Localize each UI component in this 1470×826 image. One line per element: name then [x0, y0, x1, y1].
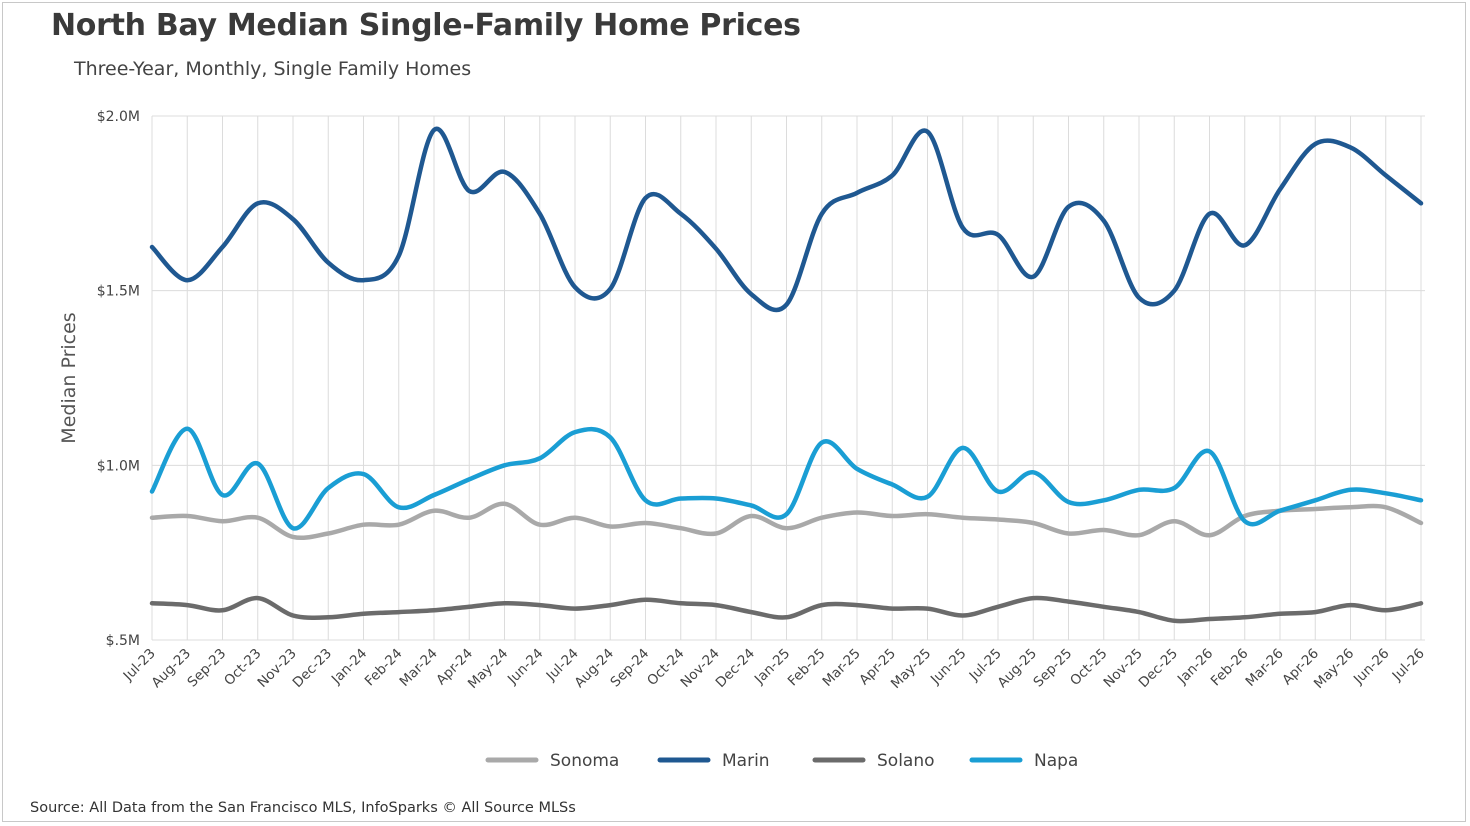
series-line-marin: [149, 126, 1424, 313]
legend: Sonoma Marin Solano Napa: [485, 751, 1078, 771]
legend-label-marin: Marin: [722, 751, 770, 771]
x-tick-label: Jun-24: [504, 646, 547, 689]
source-note: Source: All Data from the San Francisco …: [30, 800, 576, 816]
x-tick-label: Dec-23: [290, 646, 335, 691]
x-tick-label: Jun-25: [927, 646, 970, 689]
x-tick-label: May-24: [465, 646, 511, 692]
x-tick-label: May-25: [888, 646, 934, 692]
series-lines: [149, 126, 1424, 624]
x-tick-label: Sep-25: [1030, 646, 1075, 691]
x-tick-label: Aug-25: [995, 646, 1041, 692]
x-tick-label: Feb-25: [785, 646, 829, 690]
x-tick-label: Aug-24: [572, 646, 618, 692]
y-axis-label: Median Prices: [58, 312, 80, 443]
chart-title: North Bay Median Single-Family Home Pric…: [51, 8, 801, 43]
series-line-sonoma: [149, 501, 1424, 541]
series-line-solano: [149, 595, 1424, 624]
y-tick-label: $1.0M: [97, 458, 140, 474]
x-tick-label: Feb-24: [362, 646, 406, 690]
y-tick-labels: $.5M $1.0M $1.5M $2.0M: [97, 109, 140, 649]
x-tick-label: Mar-24: [397, 646, 441, 690]
legend-label-napa: Napa: [1034, 751, 1078, 771]
x-tick-label: Dec-25: [1136, 646, 1181, 691]
x-tick-labels: Jul-23Aug-23Sep-23Oct-23Nov-23Dec-23Jan-…: [120, 646, 1428, 692]
legend-label-solano: Solano: [877, 751, 935, 771]
x-tick-label: Sep-23: [184, 646, 229, 691]
x-tick-label: Dec-24: [713, 646, 758, 691]
grid-lines: [151, 115, 1425, 641]
x-tick-label: Mar-26: [1243, 646, 1287, 690]
x-tick-label: Aug-23: [149, 646, 195, 692]
legend-label-sonoma: Sonoma: [550, 751, 619, 771]
y-tick-label: $.5M: [106, 633, 140, 649]
x-tick-label: May-26: [1311, 646, 1357, 692]
x-tick-label: Jul-26: [1389, 646, 1428, 685]
y-tick-label: $2.0M: [97, 109, 140, 125]
chart-subtitle: Three-Year, Monthly, Single Family Homes: [74, 58, 472, 80]
y-tick-label: $1.5M: [97, 284, 140, 300]
x-tick-label: Jun-26: [1350, 646, 1393, 689]
x-tick-label: Mar-25: [820, 646, 864, 690]
x-tick-label: Sep-24: [607, 646, 652, 691]
x-tick-label: Feb-26: [1208, 646, 1252, 690]
series-line-napa: [149, 426, 1424, 531]
